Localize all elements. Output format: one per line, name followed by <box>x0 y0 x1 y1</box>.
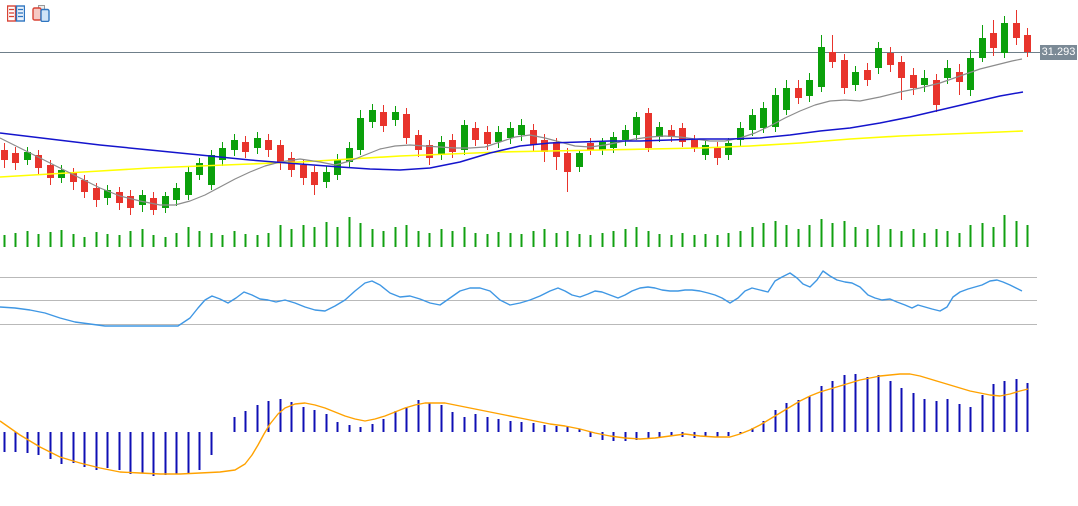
candle-down <box>990 20 997 56</box>
candle-down <box>35 150 42 175</box>
candle-up <box>24 147 31 165</box>
candles-layer <box>1 10 1031 215</box>
candle-up <box>921 70 928 92</box>
ma-slow-line <box>0 130 1024 178</box>
candle-down <box>116 187 123 210</box>
candle-up <box>633 112 640 140</box>
candle-up <box>162 192 169 213</box>
candle-down <box>93 183 100 207</box>
candle-up <box>507 122 514 144</box>
candle-down <box>127 190 134 215</box>
candle-up <box>104 185 111 205</box>
candle-up <box>967 50 974 96</box>
candle-up <box>725 138 732 160</box>
candle-up <box>852 66 859 91</box>
candle-down <box>12 147 19 170</box>
candle-down <box>795 80 802 104</box>
candle-down <box>415 130 422 157</box>
candle-down <box>841 54 848 94</box>
candle-down <box>829 35 836 68</box>
oscillator-line <box>0 270 1023 327</box>
candle-up <box>196 158 203 180</box>
candle-down <box>1013 10 1020 45</box>
candle-up <box>369 104 376 128</box>
candle-down <box>691 135 698 152</box>
toolbar <box>6 5 50 23</box>
ma-lines-layer <box>0 58 1024 206</box>
candle-down <box>933 74 940 112</box>
candle-down <box>380 105 387 132</box>
candle-up <box>219 142 226 166</box>
candle-up <box>576 150 583 172</box>
candle-down <box>530 124 537 152</box>
list-view-icon[interactable] <box>6 5 26 22</box>
candle-up <box>875 42 882 74</box>
candle-down <box>472 122 479 146</box>
candle-up <box>760 102 767 133</box>
candle-down <box>277 140 284 170</box>
candle-down <box>910 68 917 95</box>
candle-down <box>1 143 8 168</box>
candle-down <box>898 56 905 100</box>
candle-down <box>311 166 318 195</box>
candle-up <box>737 122 744 146</box>
candle-up <box>323 166 330 188</box>
candle-down <box>1024 28 1031 57</box>
candle-up <box>749 109 756 136</box>
candle-down <box>714 142 721 165</box>
candle-down <box>47 160 54 185</box>
candle-up <box>185 166 192 200</box>
candle-up <box>231 134 238 156</box>
candle-down <box>679 123 686 147</box>
candle-down <box>956 64 963 95</box>
macd-panel <box>0 373 1029 476</box>
candle-down <box>426 140 433 165</box>
candle-down <box>288 152 295 177</box>
ma-mid-line <box>0 91 1024 171</box>
candle-down <box>864 63 871 86</box>
ma-fast-line <box>0 58 1023 206</box>
candle-down <box>265 134 272 157</box>
candle-up <box>518 119 525 141</box>
candle-down <box>668 125 675 142</box>
candle-down <box>645 108 652 152</box>
candle-up <box>806 73 813 102</box>
candle-down <box>541 134 548 162</box>
candle-up <box>656 122 663 142</box>
candle-down <box>403 108 410 144</box>
candle-up <box>392 106 399 126</box>
last-price-label: 31.293 <box>1040 45 1077 60</box>
candle-up <box>979 25 986 62</box>
volume-layer <box>3 215 1029 247</box>
candle-up <box>818 35 825 92</box>
candle-up <box>346 142 353 168</box>
candle-down <box>887 47 894 72</box>
candle-up <box>357 110 364 155</box>
candle-up <box>495 126 502 148</box>
candle-up <box>461 120 468 155</box>
candle-down <box>242 136 249 158</box>
candle-up <box>622 125 629 146</box>
candle-up <box>772 88 779 132</box>
candle-up <box>173 183 180 206</box>
candle-up <box>702 140 709 160</box>
candle-up <box>254 132 261 154</box>
candle-down <box>564 148 571 192</box>
candle-up <box>783 80 790 115</box>
macd-signal-line <box>0 373 1029 475</box>
candle-up <box>1001 16 1008 58</box>
oscillator-panel <box>0 270 1037 327</box>
copy-window-icon[interactable] <box>32 5 50 23</box>
candle-up <box>438 136 445 160</box>
candle-down <box>81 175 88 198</box>
candle-down <box>70 168 77 190</box>
